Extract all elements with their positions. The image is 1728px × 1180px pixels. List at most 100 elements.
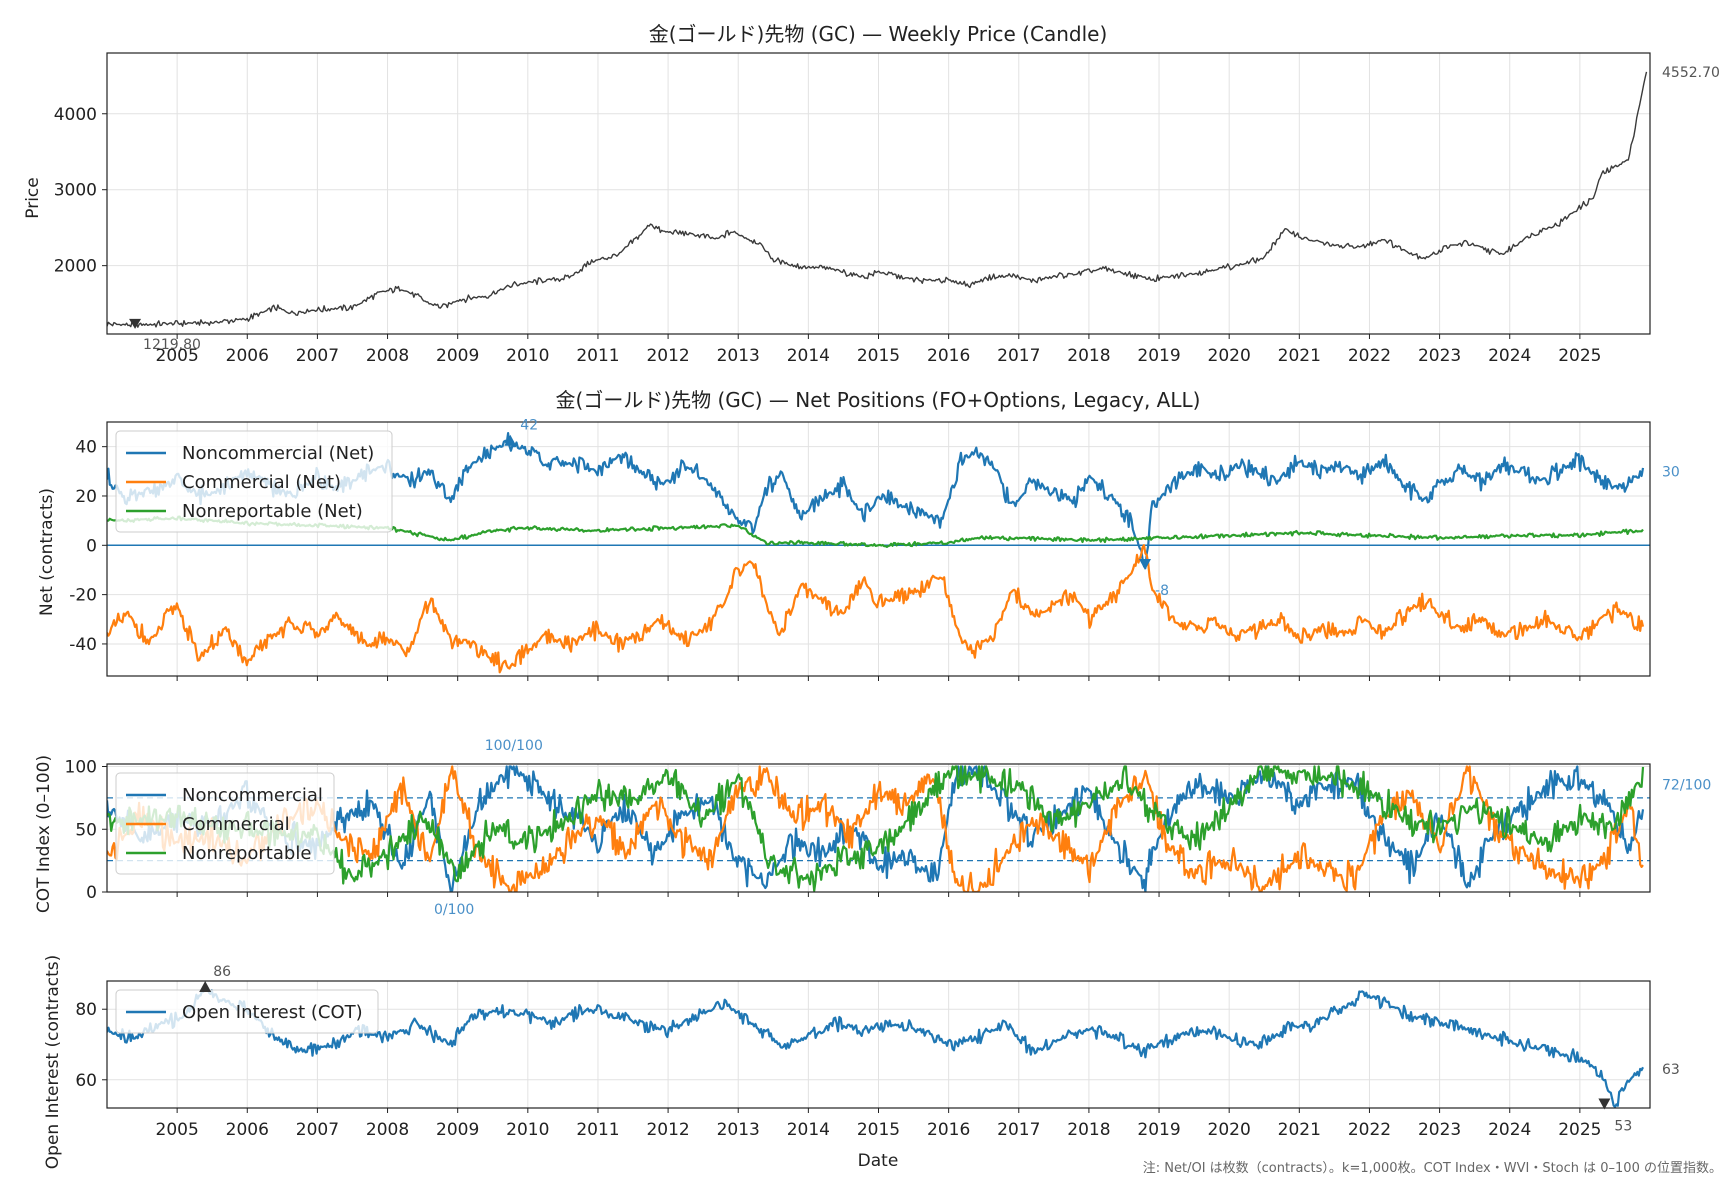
last-value-label: 72/100 (1662, 778, 1711, 794)
x-tick-label: 2009 (436, 346, 479, 366)
max-marker (199, 981, 212, 993)
y-tick-label: 100 (65, 758, 97, 778)
oi-ylabel: Open Interest (contracts) (43, 955, 63, 1169)
x-tick-label: 2022 (1348, 1120, 1391, 1140)
x-tick-label: 2017 (997, 1120, 1040, 1140)
last-value-label: 30 (1662, 464, 1680, 480)
x-tick-label: 2008 (366, 346, 409, 366)
series-line-2 (107, 765, 1645, 892)
x-tick-label: 2024 (1488, 1120, 1531, 1140)
panel-1: -40 -20 0 20 40 Noncommercial (Net) Commercial… (69, 418, 1680, 681)
x-tick-label: 2025 (1558, 346, 1601, 366)
panel-2: 0 50 100 Noncommercial Commercial Nonreportab… (65, 738, 1712, 918)
legend-box (115, 430, 393, 533)
x-tick-label: 2019 (1137, 1120, 1180, 1140)
x-tick-label: 2012 (646, 346, 689, 366)
panel-0: 2005 2006 2007 2008 2009 2010 2011 2012 2013 2014… (54, 52, 1720, 366)
series-line-1 (107, 544, 1645, 674)
min-marker (1139, 559, 1152, 571)
x-tick-label: 2021 (1278, 346, 1321, 366)
series-line-0 (107, 71, 1648, 328)
legend-label: Nonreportable (Net) (182, 501, 363, 522)
x-tick-label: 2015 (857, 1120, 900, 1140)
y-tick-label: 3000 (54, 181, 97, 201)
min-label: -8 (1155, 583, 1169, 599)
y-tick-label: 0 (86, 536, 97, 556)
x-tick-label: 2022 (1348, 346, 1391, 366)
price-ylabel: Price (23, 177, 43, 218)
legend-label: Nonreportable (182, 843, 311, 864)
x-tick-label: 2014 (787, 1120, 830, 1140)
x-tick-label: 2007 (296, 1120, 339, 1140)
x-tick-label: 2010 (506, 346, 549, 366)
min-marker (1598, 1098, 1611, 1110)
x-tick-label: 2005 (156, 346, 199, 366)
legend-label: Noncommercial (Net) (182, 443, 374, 464)
y-tick-label: 0 (86, 883, 97, 903)
x-tick-label: 2020 (1208, 346, 1251, 366)
x-tick-label: 2007 (296, 346, 339, 366)
x-tick-label: 2011 (576, 346, 619, 366)
min-marker (129, 318, 142, 329)
footnote: 注: Net/OI は枚数（contracts）。k=1,000枚。COT In… (1143, 1161, 1722, 1176)
net-panel-title: 金(ゴールド)先物 (GC) — Net Positions (FO+Optio… (556, 388, 1201, 412)
legend-label: Open Interest (COT) (182, 1002, 363, 1023)
axes-frame (106, 980, 1651, 1109)
x-tick-label: 2021 (1278, 1120, 1321, 1140)
x-tick-label: 2013 (717, 1120, 760, 1140)
x-tick-label: 2006 (226, 346, 269, 366)
cot-ylabel: COT Index (0–100) (34, 755, 54, 913)
min-label: 53 (1614, 1118, 1632, 1134)
plot-area (107, 71, 1648, 328)
x-tick-label: 2018 (1067, 1120, 1110, 1140)
max-label: 42 (520, 418, 538, 434)
x-tick-label: 2017 (997, 346, 1040, 366)
x-tick-label: 2020 (1208, 1120, 1251, 1140)
x-tick-label: 2011 (576, 1120, 619, 1140)
axes-frame (106, 52, 1651, 335)
x-tick-label: 2018 (1067, 346, 1110, 366)
plot-area (107, 765, 1650, 892)
x-tick-label: 2012 (646, 1120, 689, 1140)
x-tick-label: 2009 (436, 1120, 479, 1140)
series-line-0 (107, 765, 1645, 892)
x-tick-label: 2016 (927, 346, 970, 366)
y-tick-label: -40 (69, 635, 97, 655)
y-tick-label: -20 (69, 586, 97, 606)
y-tick-label: 50 (75, 820, 97, 840)
legend-label: Commercial (182, 814, 290, 835)
y-tick-label: 60 (75, 1071, 97, 1091)
legend-box (115, 772, 335, 875)
last-value-label: 4552.70 (1662, 65, 1720, 81)
y-tick-label: 80 (75, 1000, 97, 1020)
x-tick-label: 2025 (1558, 1120, 1601, 1140)
y-tick-label: 2000 (54, 257, 97, 277)
x-tick-label: 2023 (1418, 1120, 1461, 1140)
x-tick-label: 2013 (717, 346, 760, 366)
panel-3: 2005 2006 2007 2008 2009 2010 2011 2012 2013 2014… (75, 964, 1679, 1140)
x-tick-label: 2016 (927, 1120, 970, 1140)
price-panel-title: 金(ゴールド)先物 (GC) — Weekly Price (Candle) (649, 22, 1108, 46)
net-ylabel: Net (contracts) (37, 488, 57, 616)
x-tick-label: 2014 (787, 346, 830, 366)
x-tick-label: 2006 (226, 1120, 269, 1140)
x-tick-label: 2015 (857, 346, 900, 366)
min-label: 0/100 (434, 902, 474, 918)
y-tick-label: 4000 (54, 105, 97, 125)
axes-frame (106, 763, 1651, 893)
axes-frame (106, 421, 1651, 677)
x-tick-label: 2024 (1488, 346, 1531, 366)
x-tick-label: 2008 (366, 1120, 409, 1140)
y-tick-label: 40 (75, 438, 97, 458)
x-tick-label: 2010 (506, 1120, 549, 1140)
legend-box (115, 989, 379, 1034)
last-value-label: 63 (1662, 1062, 1680, 1078)
min-label: 1219.80 (143, 337, 201, 353)
max-marker (504, 434, 517, 446)
x-tick-label: 2005 (156, 1120, 199, 1140)
x-tick-label: 2019 (1137, 346, 1180, 366)
y-tick-label: 20 (75, 487, 97, 507)
x-axis-label: Date (858, 1151, 899, 1171)
legend-label: Noncommercial (182, 785, 323, 806)
